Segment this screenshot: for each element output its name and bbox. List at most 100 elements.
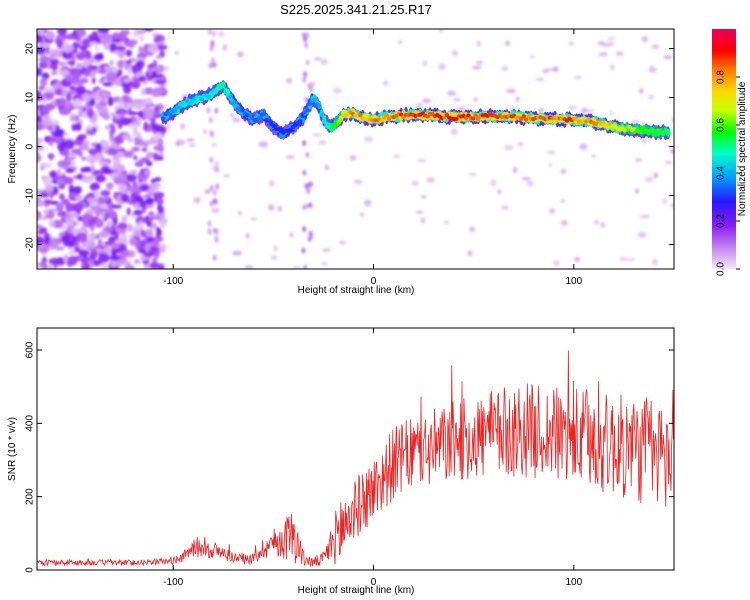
noise-speckle xyxy=(594,219,599,226)
noise-speckle xyxy=(52,58,60,66)
noise-speckle xyxy=(37,141,41,147)
noise-speckle xyxy=(652,258,658,266)
noise-speckle xyxy=(56,168,62,177)
spectrogram-y-ticks: -20 -10 0 10 20 xyxy=(25,43,674,252)
noise-speckle xyxy=(81,92,92,103)
noise-speckle xyxy=(136,117,142,127)
noise-speckle xyxy=(505,40,511,47)
noise-speckle xyxy=(626,258,636,262)
noise-speckle xyxy=(93,53,104,61)
noise-speckle xyxy=(312,133,322,137)
noise-speckle xyxy=(422,98,432,104)
noise-speckle xyxy=(77,233,88,243)
noise-speckle xyxy=(91,77,96,85)
ridge-point xyxy=(168,112,173,117)
noise-speckle xyxy=(145,229,153,237)
noise-speckle xyxy=(305,32,310,39)
noise-speckle xyxy=(451,50,459,56)
noise-speckle xyxy=(100,190,110,197)
noise-speckle xyxy=(103,168,114,175)
noise-speckle xyxy=(37,152,40,162)
noise-speckle xyxy=(39,261,46,269)
ridge-point xyxy=(247,113,252,118)
noise-speckle xyxy=(37,114,43,124)
noise-speckle xyxy=(115,259,125,267)
noise-speckle xyxy=(46,264,54,269)
noise-speckle xyxy=(57,159,70,169)
noise-speckle xyxy=(324,164,330,171)
noise-speckle xyxy=(303,71,308,78)
noise-speckle xyxy=(78,249,90,257)
noise-speckle xyxy=(104,124,110,131)
noise-speckle xyxy=(42,114,52,121)
noise-speckle xyxy=(65,167,75,174)
noise-speckle xyxy=(137,110,144,118)
noise-speckle xyxy=(143,87,154,95)
snr-y-ticks: 0 200 400 600 xyxy=(25,341,674,573)
noise-speckle xyxy=(57,29,68,36)
colorbar-tick-label: 0.4 xyxy=(716,166,727,180)
colorbar-tick-label: 0.8 xyxy=(716,70,727,84)
noise-speckle xyxy=(120,250,132,257)
snr-background xyxy=(37,328,674,570)
colorbar: 0.0 0.2 0.4 0.6 0.8 Normalized spectral ampl… xyxy=(712,29,748,276)
noise-speckle xyxy=(109,59,114,66)
noise-speckle xyxy=(96,208,109,213)
noise-speckle xyxy=(250,217,258,221)
ridge-point xyxy=(665,128,671,133)
ridge-point xyxy=(261,111,267,116)
noise-speckle xyxy=(129,41,134,49)
noise-speckle xyxy=(127,136,133,143)
noise-speckle xyxy=(567,105,578,111)
snr-content xyxy=(37,350,674,567)
noise-speckle xyxy=(129,169,138,175)
noise-speckle xyxy=(382,80,389,87)
noise-speckle xyxy=(232,117,241,123)
noise-speckle xyxy=(94,103,103,110)
noise-speckle xyxy=(186,138,195,143)
noise-speckle xyxy=(39,42,51,47)
noise-speckle xyxy=(560,199,566,204)
noise-speckle xyxy=(48,257,61,266)
noise-speckle xyxy=(303,264,308,269)
noise-speckle xyxy=(415,102,424,109)
noise-speckle xyxy=(155,132,164,137)
ridge-point xyxy=(627,125,632,130)
noise-speckle xyxy=(97,29,110,34)
noise-speckle xyxy=(160,83,166,89)
noise-speckle xyxy=(58,193,65,200)
noise-speckle xyxy=(127,66,133,76)
noise-speckle xyxy=(135,195,144,204)
snr-panel: -100 0 100 0 200 400 600 Height of straight l… xyxy=(7,327,675,596)
ridge-point xyxy=(312,98,317,103)
noise-speckle xyxy=(126,173,137,183)
noise-speckle xyxy=(476,40,482,47)
noise-speckle xyxy=(145,160,153,167)
noise-speckle xyxy=(42,199,54,204)
snr-x-tick-label: 100 xyxy=(565,577,582,588)
noise-speckle xyxy=(138,46,144,54)
noise-speckle xyxy=(473,97,479,103)
noise-speckle xyxy=(548,208,556,214)
noise-speckle xyxy=(122,96,133,104)
ridge-point xyxy=(257,116,262,121)
noise-speckle xyxy=(146,236,155,243)
noise-speckle xyxy=(102,82,113,87)
noise-speckle xyxy=(237,210,242,216)
noise-speckle xyxy=(96,217,102,225)
noise-speckle xyxy=(212,227,217,234)
noise-speckle xyxy=(208,62,213,69)
ridge-point xyxy=(475,116,481,121)
noise-speckle xyxy=(159,220,167,229)
noise-speckle xyxy=(512,167,518,174)
noise-speckle xyxy=(76,135,86,141)
noise-speckle xyxy=(133,209,143,216)
noise-speckle xyxy=(302,169,307,176)
noise-speckle xyxy=(37,67,43,77)
noise-speckle xyxy=(67,255,78,266)
noise-speckle xyxy=(209,200,214,207)
noise-speckle xyxy=(113,177,124,185)
noise-speckle xyxy=(560,169,567,174)
noise-speckle xyxy=(65,92,72,102)
noise-speckle xyxy=(305,151,310,158)
